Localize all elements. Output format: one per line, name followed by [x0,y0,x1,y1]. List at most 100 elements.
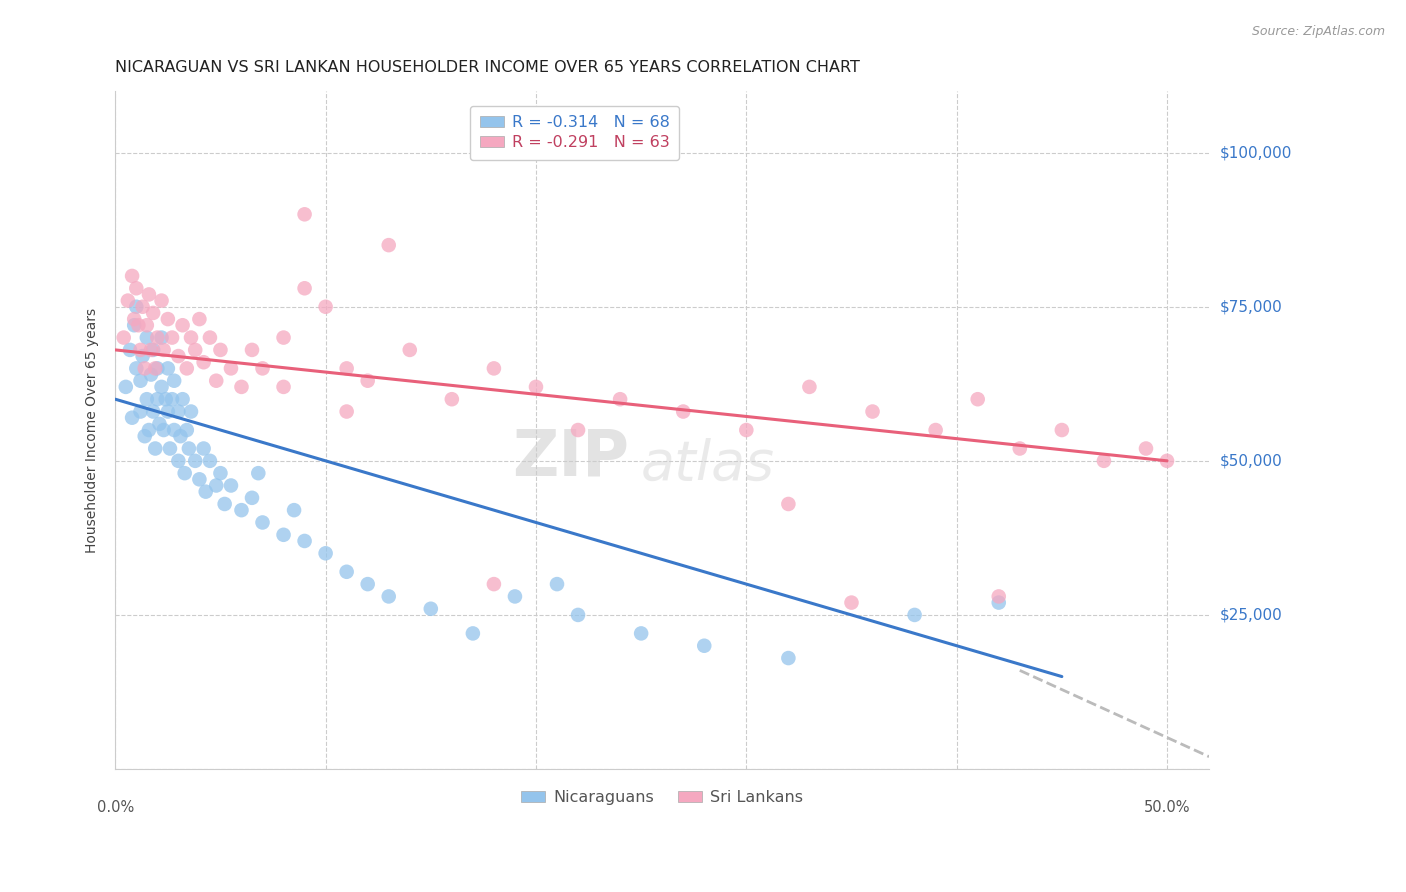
Point [129,404,152,418]
Point [357,577,380,591]
Point [160,392,183,407]
Point [273,380,295,394]
Point [139,368,162,382]
Point [156,404,179,418]
Point [129,343,152,357]
Point [315,300,337,314]
Point [184,454,207,468]
Point [904,607,927,622]
Point [143,361,166,376]
Point [163,423,186,437]
Point [135,330,157,344]
Point [176,423,198,437]
Point [150,380,173,394]
Point [252,516,274,530]
Point [924,423,946,437]
Point [214,497,236,511]
Point [219,478,242,492]
Point [398,343,420,357]
Point [672,404,695,418]
Point [205,374,228,388]
Point [294,533,316,548]
Point [198,330,221,344]
Legend: Nicaraguans, Sri Lankans: Nicaraguans, Sri Lankans [515,784,810,812]
Point [336,565,359,579]
Point [440,392,463,407]
Point [567,423,589,437]
Point [163,374,186,388]
Point [173,466,195,480]
Point [461,626,484,640]
Point [193,355,215,369]
Point [184,343,207,357]
Point [987,596,1010,610]
Text: $100,000: $100,000 [1220,145,1292,161]
Text: $25,000: $25,000 [1220,607,1282,623]
Text: ZIP: ZIP [512,426,630,488]
Point [167,349,190,363]
Point [135,318,157,333]
Point [148,417,170,431]
Text: $75,000: $75,000 [1220,299,1282,314]
Point [127,318,149,333]
Point [180,330,202,344]
Text: 0.0%: 0.0% [97,799,134,814]
Point [231,380,253,394]
Point [273,330,295,344]
Point [150,330,173,344]
Point [198,454,221,468]
Point [167,404,190,418]
Point [1008,442,1031,456]
Point [114,380,136,394]
Text: $50,000: $50,000 [1220,453,1282,468]
Point [169,429,191,443]
Point [419,601,441,615]
Point [188,312,211,326]
Point [482,577,505,591]
Point [240,343,263,357]
Point [167,454,190,468]
Point [146,330,169,344]
Point [546,577,568,591]
Point [609,392,631,407]
Point [176,361,198,376]
Point [193,442,215,456]
Point [172,392,194,407]
Point [336,361,359,376]
Point [240,491,263,505]
Point [142,343,165,357]
Point [294,281,316,295]
Point [524,380,547,394]
Point [231,503,253,517]
Point [112,330,135,344]
Point [283,503,305,517]
Point [482,361,505,376]
Point [778,651,800,665]
Text: NICARAGUAN VS SRI LANKAN HOUSEHOLDER INCOME OVER 65 YEARS CORRELATION CHART: NICARAGUAN VS SRI LANKAN HOUSEHOLDER INC… [115,60,860,75]
Point [138,423,160,437]
Text: Source: ZipAtlas.com: Source: ZipAtlas.com [1251,25,1385,38]
Point [142,306,165,320]
Point [121,268,143,283]
Point [357,374,380,388]
Point [152,423,174,437]
Point [209,343,232,357]
Point [209,466,232,480]
Point [841,596,863,610]
Point [142,404,165,418]
Point [219,361,242,376]
Point [294,207,316,221]
Point [377,590,399,604]
Point [377,238,399,252]
Point [1156,454,1178,468]
Point [252,361,274,376]
Point [138,287,160,301]
Point [315,546,337,560]
Point [146,361,169,376]
Point [1050,423,1073,437]
Point [177,442,200,456]
Point [139,343,162,357]
Point [735,423,758,437]
Point [143,442,166,456]
Point [188,472,211,486]
